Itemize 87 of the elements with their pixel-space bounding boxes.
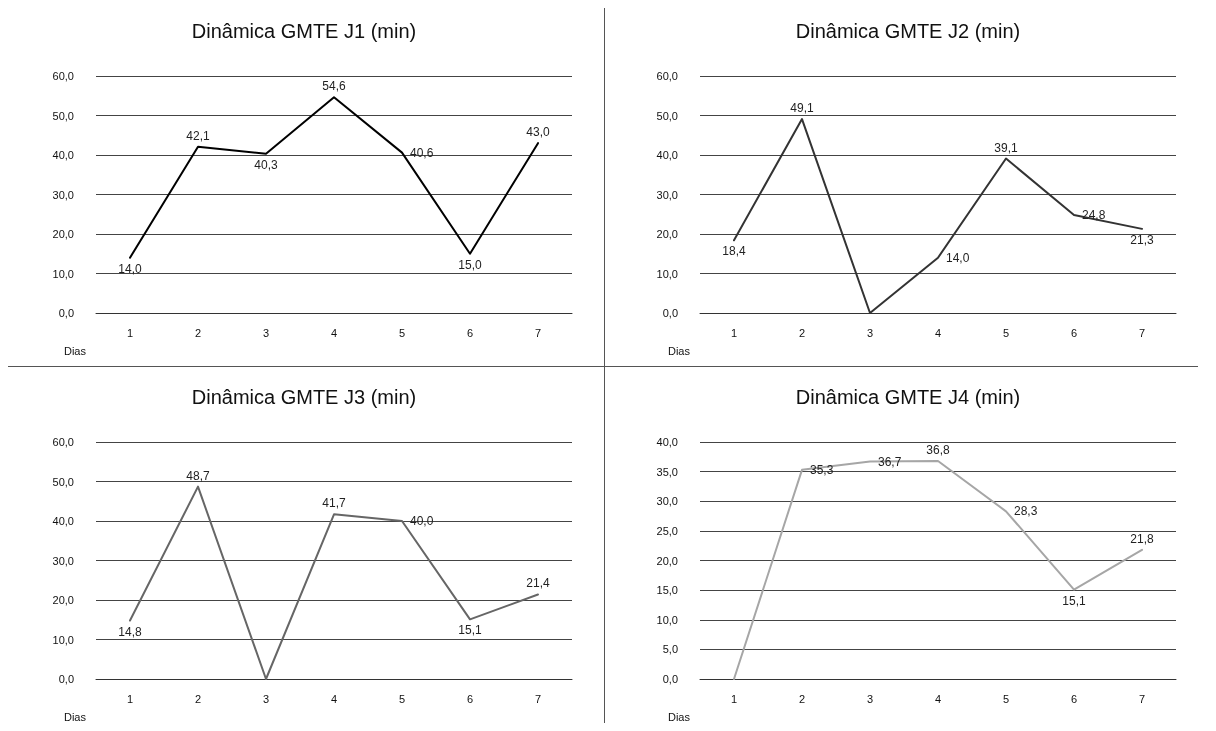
data-label: 39,1: [994, 140, 1018, 155]
x-tick-label: 4: [330, 692, 338, 705]
data-label: 36,8: [926, 442, 950, 457]
data-label: 14,8: [118, 624, 142, 639]
chart-title: Dinâmica GMTE J2 (min): [795, 20, 1021, 42]
y-tick-label: 0,0: [662, 673, 678, 685]
x-axis-title: Dias: [667, 344, 691, 357]
x-tick-label: 2: [798, 326, 806, 339]
y-tick-label: 20,0: [656, 554, 678, 567]
y-tick-label: 20,0: [656, 228, 678, 240]
x-tick-label: 4: [330, 326, 338, 339]
x-axis-title: Dias: [63, 344, 87, 357]
x-axis-title: Dias: [667, 710, 691, 723]
data-label: 14,0: [118, 261, 142, 276]
y-tick-label: 0,0: [662, 307, 678, 319]
y-tick-label: 40,0: [52, 149, 74, 161]
y-tick-label: 0,0: [58, 673, 74, 685]
x-tick-label: 6: [1070, 692, 1078, 705]
y-tick-label: 40,0: [656, 436, 678, 448]
y-tick-label: 10,0: [52, 267, 74, 280]
data-label: 36,7: [878, 454, 902, 469]
x-tick-label: 2: [798, 692, 806, 705]
x-tick-label: 2: [194, 692, 202, 705]
y-tick-label: 15,0: [656, 584, 678, 597]
x-tick-label: 3: [262, 326, 270, 339]
y-tick-label: 60,0: [656, 70, 678, 82]
y-tick-label: 30,0: [52, 554, 74, 567]
x-tick-label: 5: [398, 692, 406, 705]
data-label: 42,1: [186, 128, 210, 143]
x-tick-label: 4: [934, 326, 942, 339]
x-tick-label: 1: [730, 692, 738, 705]
data-label: 49,1: [790, 101, 814, 116]
data-label: 21,8: [1130, 531, 1154, 546]
data-label: 54,6: [322, 79, 346, 94]
y-tick-label: 20,0: [52, 594, 74, 606]
data-label: 15,0: [458, 257, 482, 272]
data-label: 15,1: [1062, 593, 1086, 608]
data-label: 21,3: [1130, 232, 1154, 247]
x-tick-label: 7: [1138, 692, 1146, 705]
x-tick-label: 6: [466, 692, 474, 705]
data-label: 41,7: [322, 496, 346, 511]
x-tick-label: 3: [262, 692, 270, 705]
chart-title: Dinâmica GMTE J3 (min): [191, 386, 417, 408]
y-tick-label: 20,0: [52, 228, 74, 240]
x-tick-label: 1: [126, 326, 134, 339]
y-tick-label: 5,0: [662, 643, 678, 656]
data-label: 28,3: [1014, 504, 1038, 519]
data-label: 21,4: [526, 576, 550, 591]
y-tick-label: 60,0: [52, 436, 74, 448]
data-label: 15,1: [458, 623, 482, 638]
x-tick-label: 5: [1002, 326, 1010, 339]
y-tick-label: 25,0: [656, 524, 678, 537]
y-tick-label: 50,0: [52, 109, 74, 122]
data-label: 48,7: [186, 468, 210, 483]
y-tick-label: 10,0: [656, 267, 678, 280]
x-tick-label: 2: [194, 326, 202, 339]
x-tick-label: 3: [866, 326, 874, 339]
y-tick-label: 40,0: [656, 149, 678, 161]
x-tick-label: 5: [398, 326, 406, 339]
chart-title: Dinâmica GMTE J1 (min): [191, 20, 417, 42]
x-tick-label: 1: [126, 692, 134, 705]
y-tick-label: 0,0: [58, 307, 74, 319]
x-tick-label: 7: [534, 326, 542, 339]
y-tick-label: 30,0: [656, 188, 678, 201]
x-tick-label: 6: [466, 326, 474, 339]
data-label: 40,3: [254, 157, 278, 172]
x-tick-label: 6: [1070, 326, 1078, 339]
data-label: 18,4: [722, 244, 746, 259]
y-tick-label: 60,0: [52, 70, 74, 82]
y-tick-label: 10,0: [52, 633, 74, 646]
data-label: 43,0: [526, 125, 550, 140]
y-tick-label: 50,0: [52, 475, 74, 488]
y-tick-label: 30,0: [52, 188, 74, 201]
x-tick-label: 1: [730, 326, 738, 339]
y-tick-label: 50,0: [656, 109, 678, 122]
x-tick-label: 3: [866, 692, 874, 705]
x-tick-label: 4: [934, 692, 942, 705]
x-tick-label: 5: [1002, 692, 1010, 705]
x-tick-label: 7: [1138, 326, 1146, 339]
x-tick-label: 7: [534, 692, 542, 705]
y-tick-label: 35,0: [656, 465, 678, 478]
data-label: 14,0: [946, 250, 970, 265]
x-axis-title: Dias: [63, 710, 87, 723]
y-tick-label: 10,0: [656, 613, 678, 626]
y-tick-label: 40,0: [52, 515, 74, 527]
y-tick-label: 30,0: [656, 495, 678, 508]
chart-title: Dinâmica GMTE J4 (min): [795, 386, 1021, 408]
